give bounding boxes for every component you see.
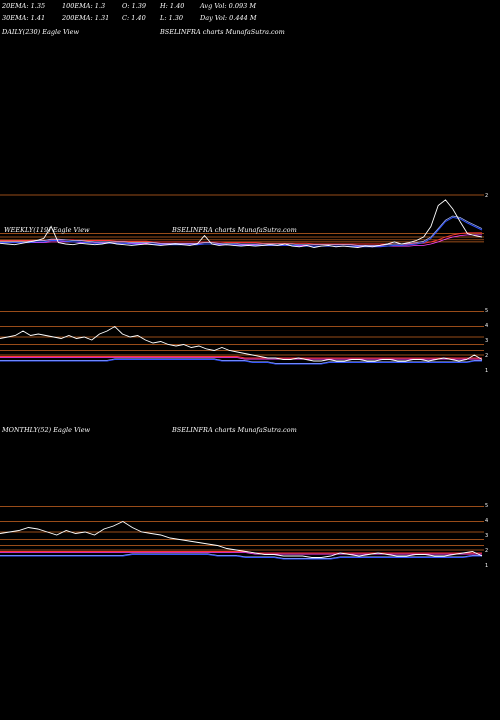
monthly-chart-title: BSELINFRA charts MunafaSutra.com <box>172 426 297 434</box>
monthly-tick-label-4: 1 <box>485 563 488 569</box>
weekly-ema-light-line <box>0 358 482 364</box>
weekly-ema-blue-line <box>0 359 482 365</box>
daily-tick-label-0: 2 <box>485 193 488 199</box>
weekly-price-line <box>0 325 483 362</box>
monthly-ema-light-line <box>0 553 482 559</box>
stat-ema200: 200EMA: 1.31 <box>62 14 110 22</box>
weekly-panel-label: WEEKLY(119) Eagle View <box>4 226 90 234</box>
weekly-tick-label-4: 1 <box>485 368 488 374</box>
stat-ema20: 20EMA: 1.35 <box>2 2 46 10</box>
stat-dayvol: Day Vol: 0.444 M <box>200 14 257 22</box>
stat-ema100: 100EMA: 1.3 <box>62 2 106 10</box>
monthly-panel-label: MONTHLY(52) Eagle View <box>2 426 91 434</box>
daily-ema-blue-line <box>0 216 483 248</box>
stat-ema30: 30EMA: 1.41 <box>2 14 46 22</box>
stat-open: O: 1.39 <box>122 2 147 10</box>
monthly-tick-label-2: 3 <box>485 533 488 539</box>
monthly-price-line <box>0 520 483 558</box>
monthly-ema-blue-line <box>0 554 482 560</box>
daily-chart-title: BSELINFRA charts MunafaSutra.com <box>160 28 285 36</box>
weekly-tick-label-0: 5 <box>485 308 488 314</box>
daily-ema-magenta-line <box>0 234 482 247</box>
monthly-tick-label-1: 4 <box>485 518 488 524</box>
weekly-tick-label-1: 4 <box>485 323 488 329</box>
stat-low: L: 1.30 <box>160 14 184 22</box>
daily-price-line <box>0 199 483 248</box>
monthly-ema-magenta-line <box>0 552 482 555</box>
monthly-tick-label-3: 2 <box>485 548 488 554</box>
weekly-tick-label-3: 2 <box>485 353 488 359</box>
weekly-tick-label-2: 3 <box>485 338 488 344</box>
monthly-ema-red-line <box>0 551 482 554</box>
stat-close: C: 1.40 <box>122 14 146 22</box>
weekly-ema-magenta-line <box>0 357 482 360</box>
daily-panel-label: DAILY(230) Eagle View <box>2 28 80 36</box>
weekly-chart-title: BSELINFRA charts MunafaSutra.com <box>171 226 297 234</box>
weekly-ema-red-line <box>0 356 482 359</box>
monthly-tick-label-0: 5 <box>485 503 488 509</box>
stat-high: H: 1.40 <box>160 2 185 10</box>
stat-avgvol: Avg Vol: 0.093 M <box>200 2 257 10</box>
